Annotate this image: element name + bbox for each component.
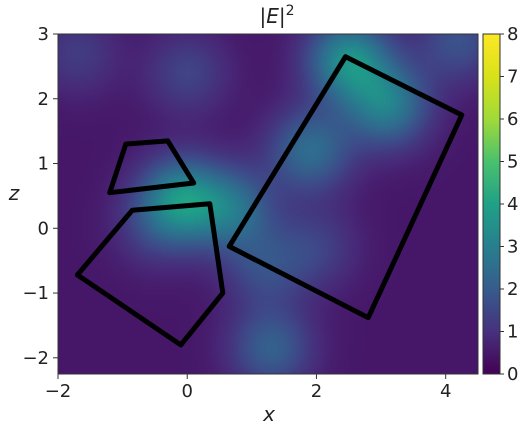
colorbar-tick-label: 8	[507, 24, 518, 45]
polygon-layer	[74, 54, 465, 348]
y-tick-label: 3	[38, 24, 49, 45]
y-tick-label: 2	[38, 89, 49, 110]
colorbar-tick-label: 4	[507, 194, 518, 215]
polygon-small-quadrilateral	[107, 138, 197, 196]
colorbar-axis: 0 1 2 3 4 5 6 7 8	[500, 24, 518, 385]
plot-frame	[57, 33, 479, 375]
colorbar-tick-label: 7	[507, 67, 518, 88]
x-tick-label: 4	[440, 381, 451, 402]
x-axis-label: x	[262, 402, 275, 426]
heatmap-image	[58, 34, 478, 374]
x-tick-label: 0	[182, 381, 193, 402]
title-variable: E	[266, 4, 279, 28]
title-bar-left: |	[259, 4, 266, 28]
chart-title: |E|2	[259, 3, 294, 28]
colorbar	[482, 33, 501, 375]
x-tick-label: 2	[311, 381, 322, 402]
y-tick-label: −2	[22, 348, 49, 369]
polygon-large-quadrilateral	[226, 54, 465, 321]
y-tick-label: −1	[22, 283, 49, 304]
y-axis: −2 −1 0 1 2 3	[22, 24, 58, 369]
colorbar-tick-label: 1	[507, 322, 518, 343]
colorbar-tick-label: 6	[507, 109, 518, 130]
colorbar-tick-label: 0	[507, 364, 518, 385]
x-tick-label: −2	[45, 381, 72, 402]
y-axis-label: z	[8, 181, 20, 205]
colorbar-tick-label: 5	[507, 152, 518, 173]
y-tick-label: 0	[38, 218, 49, 239]
title-bar-right: |	[279, 4, 286, 28]
colorbar-tick-label: 2	[507, 279, 518, 300]
y-tick-label: 1	[38, 154, 49, 175]
colorbar-tick-label: 3	[507, 237, 518, 258]
polygon-pentagon	[74, 201, 226, 348]
title-superscript: 2	[286, 3, 295, 19]
x-axis: −2 0 2 4	[45, 374, 451, 402]
